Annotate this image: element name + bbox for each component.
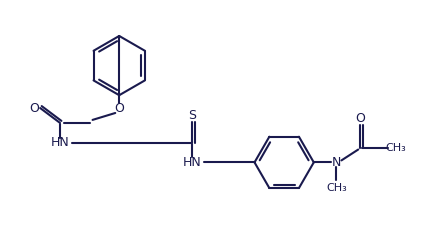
Text: S: S	[188, 109, 196, 122]
Text: N: N	[332, 156, 341, 169]
Text: CH₃: CH₃	[326, 183, 347, 193]
Text: HN: HN	[183, 156, 202, 169]
Text: O: O	[29, 101, 39, 115]
Text: HN: HN	[51, 136, 69, 149]
Text: O: O	[355, 112, 365, 125]
Text: O: O	[114, 101, 124, 115]
Text: CH₃: CH₃	[385, 143, 406, 153]
